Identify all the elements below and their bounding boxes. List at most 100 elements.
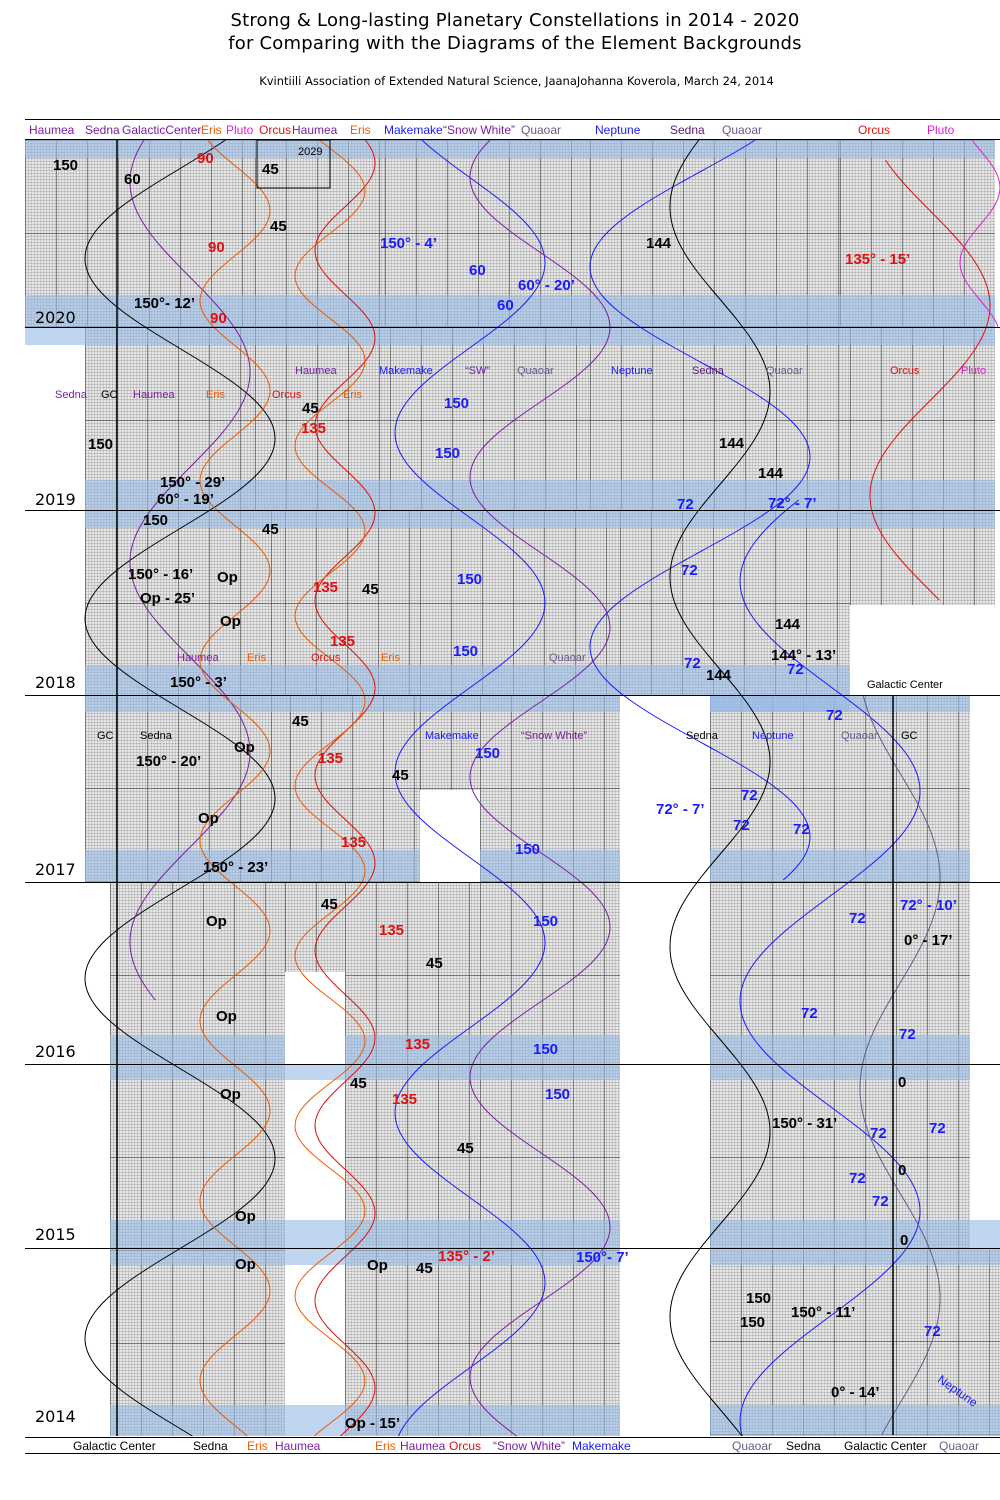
planet-label: Neptune [752, 730, 794, 742]
top-legend-rule-upper [25, 119, 1000, 120]
aspect-annotation: 0° - 14’ [831, 1384, 880, 1401]
planet-label: 2029 [298, 146, 323, 158]
grid-panel [85, 327, 255, 510]
aspect-annotation: 150°- 12’ [134, 295, 196, 312]
aspect-annotation: 150 [533, 1041, 559, 1058]
aspect-annotation: 60° - 20’ [518, 277, 575, 294]
aspect-annotation: 72 [870, 1125, 887, 1142]
aspect-annotation: 45 [416, 1260, 433, 1277]
planet-label: Sedna [55, 389, 87, 401]
legend-item: “Snow White” [443, 123, 516, 137]
planet-label: GC [101, 389, 118, 401]
year-band [710, 1405, 1000, 1436]
legend-item: Orcus [858, 123, 891, 137]
gap [850, 605, 1000, 695]
aspect-annotation: 0° - 17’ [904, 932, 953, 949]
aspect-annotation: 144° - 13’ [771, 647, 837, 664]
aspect-annotation: 150° - 20’ [136, 753, 202, 770]
legend-item: Sedna [670, 123, 705, 137]
year-band [25, 140, 995, 158]
bottom-legend-rule-upper [25, 1437, 1000, 1438]
aspect-annotation: 135° - 15’ [845, 251, 911, 268]
aspect-annotation: Op [235, 1208, 256, 1225]
aspect-annotation: 72° - 10’ [900, 897, 957, 914]
planet-label: Makemake [379, 365, 433, 377]
planet-label: Haumea [133, 389, 175, 401]
aspect-annotation: 72 [677, 496, 694, 513]
aspect-annotation: 60 [497, 297, 514, 314]
year-band [710, 1035, 970, 1080]
aspect-annotation: Op [206, 913, 227, 930]
planet-label: Quaoar [766, 365, 803, 377]
planet-label: Quaoar [549, 652, 586, 664]
grid-panel [345, 882, 480, 1064]
aspect-annotation: 72 [741, 787, 758, 804]
aspect-annotation: 72 [872, 1193, 889, 1210]
aspect-annotation: 60 [124, 171, 141, 188]
year-band [710, 695, 970, 712]
planet-curve [84, 139, 276, 1437]
planet-label: Eris [381, 652, 400, 664]
year-label: 2019 [35, 490, 76, 509]
legend-item: Eris [201, 123, 222, 137]
planet-label: Orcus [311, 652, 341, 664]
legend-item: Neptune [595, 123, 641, 137]
aspect-annotation: 150 [533, 913, 559, 930]
legend-item: Haumea [292, 123, 338, 137]
aspect-annotation: 150° - 11’ [791, 1304, 856, 1321]
legend-item: Galactic Center [73, 1439, 156, 1453]
year-rule [25, 1248, 1000, 1249]
aspect-annotation: 72 [801, 1005, 818, 1022]
legend-item: Sedna [85, 123, 120, 137]
grid-panel [110, 882, 285, 1064]
aspect-annotation: Op [234, 739, 255, 756]
aspect-annotation: Op - 25’ [140, 590, 196, 607]
gap [285, 972, 345, 1064]
aspect-annotation: 135 [301, 420, 327, 437]
planet-curve [739, 499, 921, 1437]
legend-item: Galactic Center [844, 1439, 927, 1453]
year-band [110, 1405, 620, 1436]
legend-item: Eris [350, 123, 371, 137]
aspect-annotation: 72 [681, 562, 698, 579]
planet-label: Makemake [425, 730, 479, 742]
legend-item: Sedna [786, 1439, 821, 1453]
credit-line: Kvintiili Association of Extended Natura… [259, 74, 774, 88]
aspect-annotation: 150 [545, 1086, 571, 1103]
aspect-annotation: Op [198, 810, 219, 827]
aspect-annotation: 150° - 31’ [772, 1115, 838, 1132]
aspect-annotation: 144 [706, 667, 732, 684]
legend-item: Pluto [226, 123, 254, 137]
aspect-annotation: 45 [321, 896, 338, 913]
year-band [710, 1220, 1000, 1265]
bottom-legend-rule-lower [25, 1453, 1000, 1454]
planet-curve [959, 139, 1000, 329]
aspect-annotation: 72 [849, 910, 866, 927]
aspect-annotation: 72 [733, 817, 750, 834]
aspect-annotation: 0 [900, 1232, 909, 1249]
aspect-annotation: 150°- 7’ [576, 1249, 629, 1266]
legend-item: Eris [375, 1439, 396, 1453]
legend-item: Quaoar [722, 123, 763, 137]
aspect-annotation: 144 [758, 465, 784, 482]
planet-label: Pluto [961, 365, 987, 377]
legend-item: Sedna [193, 1439, 228, 1453]
planet-label: Sedna [140, 730, 172, 742]
legend-item: Orcus [449, 1439, 482, 1453]
aspect-annotation: 135 [379, 922, 405, 939]
planet-curve [314, 139, 376, 1437]
aspect-annotation: 150° - 4’ [380, 235, 437, 252]
year-label: 2018 [35, 673, 76, 692]
aspect-annotation: 135 [392, 1091, 418, 1108]
legend-item: Haumea [29, 123, 75, 137]
planet-label: Haumea [295, 365, 337, 377]
inset-box-2029 [256, 139, 331, 189]
grid-panel [255, 327, 390, 510]
aspect-annotation: Op [217, 569, 238, 586]
legend-item: Quaoar [732, 1439, 773, 1453]
aspect-annotation: 150° - 29’ [160, 474, 226, 491]
aspect-annotation: 72 [899, 1026, 916, 1043]
aspect-annotation: 60 [469, 262, 486, 279]
legend-item: Quaoar [521, 123, 562, 137]
